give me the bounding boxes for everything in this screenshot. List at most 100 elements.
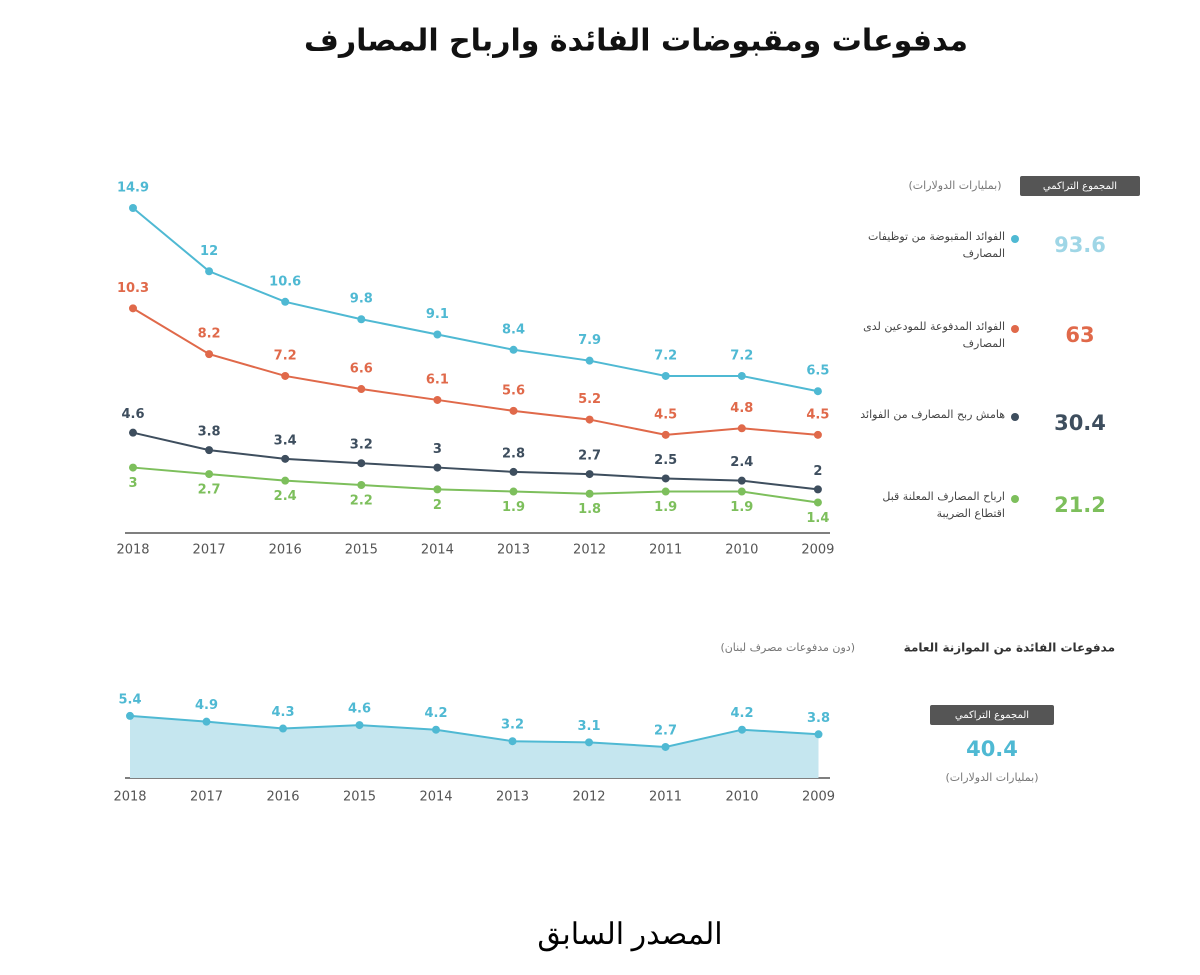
data-label: 4.3 xyxy=(271,705,294,720)
data-point xyxy=(585,470,594,479)
data-label: 2.2 xyxy=(350,494,373,509)
x-tick-label: 2009 xyxy=(801,543,834,558)
data-label: 14.9 xyxy=(117,180,149,195)
chart-title: مدفوعات الفائدة من الموازنة العامة xyxy=(904,641,1115,656)
source: المصدر السابق xyxy=(537,918,722,952)
data-point xyxy=(433,395,442,404)
data-label: 2.8 xyxy=(502,446,525,461)
data-label: 2.7 xyxy=(198,483,221,498)
data-point xyxy=(281,476,290,485)
data-label: 4.2 xyxy=(424,706,447,721)
data-label: 3.4 xyxy=(274,433,297,448)
data-label: 9.8 xyxy=(350,292,373,307)
data-label: 4.6 xyxy=(348,702,371,717)
x-tick-label: 2009 xyxy=(802,790,835,805)
data-point xyxy=(281,297,290,306)
data-point xyxy=(585,415,594,424)
data-label: 7.9 xyxy=(578,333,601,348)
data-label: 4.2 xyxy=(730,706,753,721)
data-point xyxy=(433,330,442,339)
data-label: 4.9 xyxy=(195,698,218,713)
legend-marker xyxy=(1011,325,1019,333)
data-point xyxy=(661,371,670,380)
data-point xyxy=(813,498,822,507)
legend-total: 21.2 xyxy=(1054,493,1106,517)
legend-name: هامش ربح المصارف من الفوائد xyxy=(860,408,1005,421)
data-point xyxy=(661,474,670,483)
data-label: 2.7 xyxy=(654,723,677,738)
data-label: 3.2 xyxy=(350,438,373,453)
x-tick-label: 2016 xyxy=(266,790,299,805)
badge: المجموع التراكمي xyxy=(955,710,1029,721)
data-point xyxy=(433,463,442,472)
data-point xyxy=(433,485,442,494)
data-label: 1.9 xyxy=(730,500,753,515)
series-line xyxy=(132,307,818,436)
data-label: 1.4 xyxy=(806,511,829,526)
x-tick-label: 2010 xyxy=(725,790,758,805)
chart-subtitle: (دون مدفوعات مصرف لبنان) xyxy=(720,641,855,654)
series-line xyxy=(132,466,819,504)
x-tick-label: 2018 xyxy=(116,543,149,558)
data-point xyxy=(737,424,746,433)
data-point xyxy=(813,387,822,396)
data-point xyxy=(355,721,364,730)
data-point xyxy=(281,454,290,463)
data-point xyxy=(661,487,670,496)
legend-total: 30.4 xyxy=(1054,411,1106,435)
data-point xyxy=(737,371,746,380)
badge-bg xyxy=(930,705,1054,725)
legend-name: الفوائد المقبوضة من توظيفات المصارف xyxy=(868,230,1005,260)
x-tick-label: 2014 xyxy=(421,543,454,558)
data-point xyxy=(357,481,366,490)
title: مدفوعات ومقبوضات الفائدة وارباح المصارف xyxy=(304,24,968,59)
data-point xyxy=(129,203,137,212)
data-point xyxy=(585,356,594,365)
unit-label: (بمليارات الدولارات) xyxy=(908,179,1001,192)
data-point xyxy=(432,725,440,734)
data-label: 5.4 xyxy=(118,692,141,707)
data-label: 4.6 xyxy=(121,407,144,422)
x-tick-label: 2017 xyxy=(193,543,226,558)
data-point xyxy=(205,267,214,276)
data-label: 2 xyxy=(813,464,822,479)
data-label: 10.3 xyxy=(117,281,149,296)
data-label: 3 xyxy=(128,476,137,491)
x-tick-label: 2011 xyxy=(649,543,682,558)
data-label: 12 xyxy=(200,244,218,259)
data-point xyxy=(129,463,137,472)
data-point xyxy=(509,345,518,354)
data-label: 4.5 xyxy=(654,407,677,422)
x-tick-label: 2015 xyxy=(345,543,378,558)
x-tick-label: 2016 xyxy=(269,543,302,558)
data-point xyxy=(357,385,366,394)
legend-marker xyxy=(1011,235,1019,243)
data-label: 5.6 xyxy=(502,383,525,398)
data-point xyxy=(357,315,366,324)
unit-label: (بمليارات الدولارات) xyxy=(945,771,1038,784)
data-label: 8.4 xyxy=(502,322,525,337)
data-label: 6.6 xyxy=(350,362,373,377)
data-label: 8.2 xyxy=(198,327,221,342)
badge-bg xyxy=(1020,176,1140,196)
total: 40.4 xyxy=(966,737,1018,761)
data-point xyxy=(205,350,214,359)
data-point xyxy=(357,459,366,468)
data-point xyxy=(508,737,517,746)
data-label: 4.8 xyxy=(730,401,753,416)
data-label: 3.1 xyxy=(577,719,600,734)
data-label: 3.8 xyxy=(198,425,221,440)
legend-total: 93.6 xyxy=(1054,233,1106,257)
data-point xyxy=(279,724,287,733)
data-label: 7.2 xyxy=(654,348,677,363)
data-label: 6.5 xyxy=(806,364,829,379)
data-point xyxy=(281,371,290,380)
data-point xyxy=(509,467,518,476)
data-label: 5.2 xyxy=(578,392,601,407)
data-label: 2 xyxy=(433,498,442,513)
area-fill xyxy=(130,715,819,778)
series-line xyxy=(132,431,819,491)
data-label: 7.2 xyxy=(274,348,297,363)
